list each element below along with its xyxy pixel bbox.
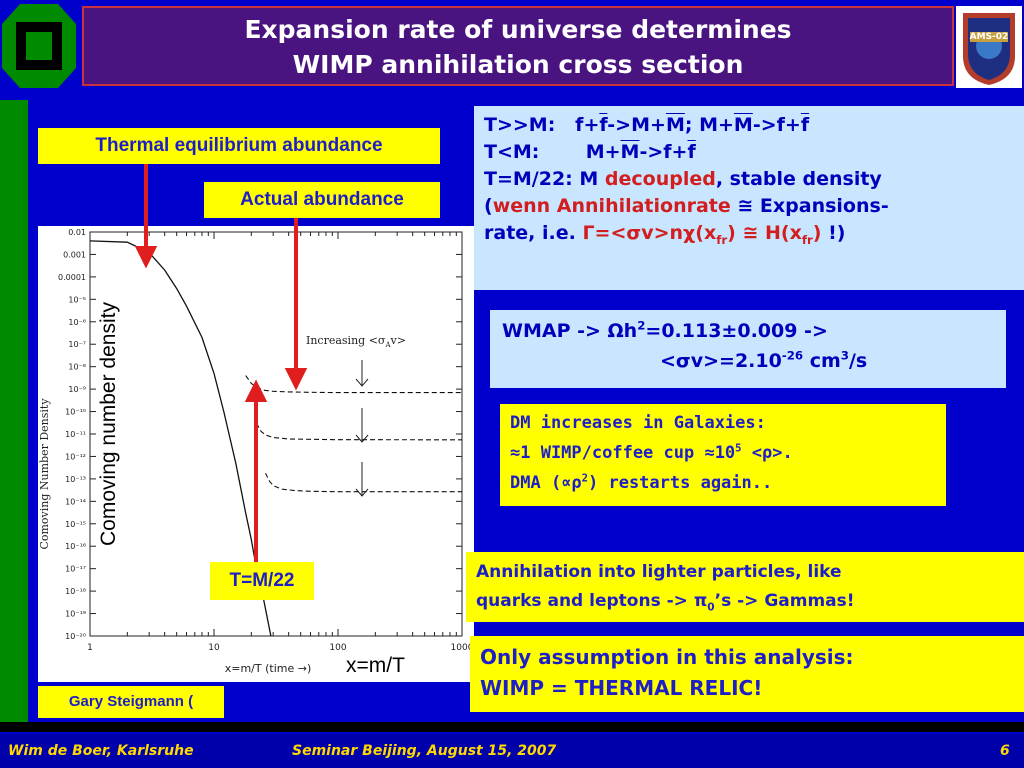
y-tick-label: 10⁻⁵ [68, 295, 86, 304]
dm-line-3: DMA (∝ρ2) restarts again.. [510, 472, 773, 493]
regime-box: T>>M: f+f->M+M; M+M->f+f T<M: M+M->f+f T… [474, 106, 1024, 290]
dm-galaxies-box: DM increases in Galaxies: ≈1 WIMP/coffee… [500, 404, 946, 506]
y-tick-label: 10⁻²⁰ [65, 632, 86, 641]
x-axis-label: x=m/T (time →) [225, 662, 312, 675]
y-tick-label: 10⁻⁸ [68, 363, 86, 372]
abundance-chart-svg: 0.01 0.001 0.0001 10⁻⁵ 10⁻⁶ 10⁻⁷ 10⁻⁸ 10⁻⁹ 10⁻¹⁰… [38, 228, 474, 675]
assumption-line-2: WIMP = THERMAL RELIC! [480, 676, 763, 700]
footer-divider [0, 722, 1024, 732]
wmap-line-2: <σv>=2.10-26 cm3/s [660, 348, 868, 372]
y-tick-label: 10⁻¹⁸ [65, 587, 86, 596]
y-tick-label: 10⁻¹⁴ [65, 497, 86, 506]
footer-author: Wim de Boer, Karlsruhe [8, 743, 194, 759]
wmap-box: WMAP -> Ωh2=0.113±0.009 -> <σv>=2.10-26 … [490, 310, 1006, 388]
regime-line-3: T=M/22: M decoupled, stable density [484, 168, 882, 190]
assumption-box: Only assumption in this analysis: WIMP =… [470, 636, 1024, 712]
y-axis-label: Comoving Number Density [38, 398, 51, 550]
tm22-arrow-head [244, 379, 268, 402]
footer: Wim de Boer, Karlsruhe Seminar Beijing, … [0, 734, 1024, 768]
slide-title: Expansion rate of universe determines WI… [82, 6, 954, 86]
y-tick-label: 10⁻¹¹ [65, 430, 86, 439]
actual-label-box: Actual abundance [204, 182, 440, 218]
y-tick-label: 10⁻¹⁰ [65, 408, 86, 417]
actual-arrow-head [284, 368, 308, 391]
annih-line-2: quarks and leptons -> π0’s -> Gammas! [476, 591, 855, 614]
actual-abundance-label: Actual abundance [204, 182, 440, 218]
y-tick-label: 0.001 [63, 250, 86, 259]
y-tick-label: 10⁻¹⁹ [65, 610, 86, 619]
x-axis-big-label: x=m/T [346, 654, 405, 677]
left-accent-bar [0, 100, 28, 732]
dm-line-1: DM increases in Galaxies: [510, 413, 766, 433]
kit-logo [0, 0, 78, 92]
x-tick-label: 1 [87, 643, 93, 653]
title-line-2: WIMP annihilation cross section [292, 50, 744, 79]
assumption-line-1: Only assumption in this analysis: [480, 645, 854, 669]
y-tick-label: 10⁻⁹ [68, 385, 86, 394]
thermal-arrow-head [134, 246, 158, 269]
y-tick-label: 10⁻¹⁷ [65, 565, 86, 574]
equilibrium-curve [90, 240, 272, 636]
increasing-annotation: Increasing <σAv> [306, 334, 406, 349]
y-tick-label: 10⁻¹² [65, 452, 86, 461]
thermal-label-box: Thermal equilibrium abundance [38, 128, 440, 164]
x-tick-label: 1000 [451, 643, 474, 653]
increasing-arrowhead-1 [355, 378, 369, 387]
y-tick-label: 0.01 [68, 228, 86, 237]
y-tick-label: 10⁻¹⁶ [65, 542, 86, 551]
x-tick-label: 10 [208, 643, 220, 653]
annih-line-1: Annihilation into lighter particles, lik… [476, 562, 842, 582]
tm22-label-box: T=M/22 [210, 562, 314, 600]
title-line-1: Expansion rate of universe determines [244, 15, 792, 44]
freezeout-curve-3 [265, 472, 462, 493]
tm22-label: T=M/22 [210, 562, 314, 600]
ams-02-logo: AMS-02 [956, 6, 1022, 88]
credit-label: Gary Steigmann ( [38, 686, 224, 718]
page-number: 6 [1000, 743, 1010, 759]
ams-logo-text: AMS-02 [969, 32, 1009, 42]
y-tick-label: 10⁻⁷ [68, 340, 86, 349]
thermal-equilibrium-label: Thermal equilibrium abundance [38, 128, 440, 164]
increasing-arrowhead-3 [355, 488, 369, 497]
regime-line-5: rate, i.e. Γ=<σv>nχ(xfr) ≅ H(xfr) !) [484, 222, 846, 247]
regime-line-1: T>>M: f+f->M+M; M+M->f+f [484, 114, 810, 136]
regime-line-4: (wenn Annihilationrate ≅ Expansions- [484, 195, 889, 217]
annihilation-box: Annihilation into lighter particles, lik… [466, 552, 1024, 622]
y-tick-label: 10⁻¹³ [65, 475, 86, 484]
x-tick-label: 100 [329, 643, 346, 653]
credit-box: Gary Steigmann ( [38, 686, 224, 718]
freezeout-curve-1 [245, 375, 462, 394]
regime-line-2: T<M: M+M->f+f [484, 141, 696, 163]
increasing-arrowhead-2 [355, 434, 369, 443]
y-tick-label: 10⁻¹⁵ [65, 520, 86, 529]
footer-event: Seminar Beijing, August 15, 2007 [292, 743, 557, 759]
freezeout-curve-2 [256, 423, 462, 441]
wmap-line-1: WMAP -> Ωh2=0.113±0.009 -> [502, 318, 828, 342]
y-tick-label: 0.0001 [58, 273, 86, 282]
dm-line-2: ≈1 WIMP/coffee cup ≈105 <ρ>. [510, 442, 793, 463]
y-tick-label: 10⁻⁶ [68, 318, 86, 327]
